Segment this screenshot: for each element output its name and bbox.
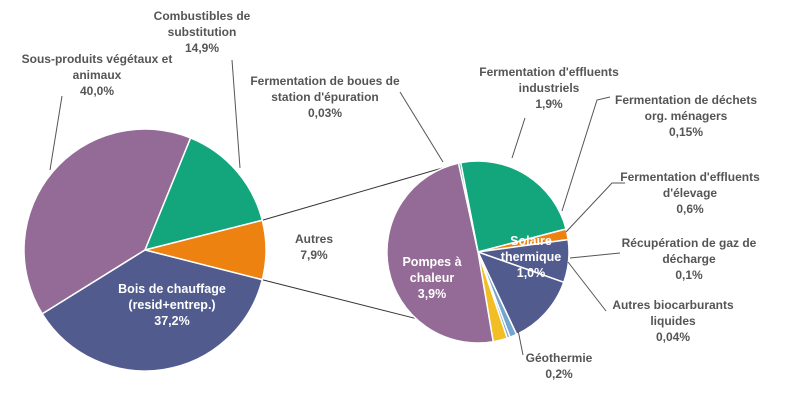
leader-ferm_industriels	[511, 117, 526, 159]
secondary-label-geothermie: Géothermie 0,2%	[526, 351, 593, 381]
connector-top	[262, 162, 461, 221]
leader-ferm_elevage	[565, 182, 625, 233]
data-labels: Sous-produits végétaux et animaux 40,0%Com…	[22, 9, 760, 381]
leader-ferm_boues	[399, 91, 444, 163]
main-slice-bois	[41, 249, 264, 372]
secondary-slice-pompes	[386, 162, 495, 344]
secondary-label-autres_biocarb: Autres biocarburants liquides 0,04%	[612, 298, 734, 344]
secondary-pie	[386, 160, 570, 344]
secondary-label-pompes: Pompes à chaleur 3,9%	[402, 255, 461, 301]
secondary-label-solaire: Solaire thermique 1,0%	[501, 234, 561, 280]
connector-bottom	[262, 279, 417, 320]
main-label-combustibles: Combustibles de substitution 14,9%	[154, 9, 251, 55]
secondary-label-ferm_menagers: Fermentation de déchets org. ménagers 0,15…	[615, 93, 757, 139]
secondary-label-ferm_elevage: Fermentation d'effluents d'élevage 0,6%	[620, 170, 760, 216]
leader-autres_biocarb	[567, 261, 607, 312]
leader-lines	[49, 59, 625, 356]
secondary-label-recup_gaz: Récupération de gaz de décharge 0,1%	[622, 236, 757, 282]
main-label-bois: Bois de chauffage (resid+entrep.) 37,2%	[118, 282, 226, 328]
leader-sous_produits	[49, 95, 63, 171]
leader-combustibles	[231, 59, 241, 169]
secondary-label-ferm_boues: Fermentation de boues de station d'épurat…	[250, 74, 400, 120]
main-label-autres: Autres 7,9%	[295, 232, 333, 262]
secondary-slice-ferm_industriels	[459, 160, 567, 253]
main-label-sous_produits: Sous-produits végétaux et animaux 40,0%	[22, 52, 173, 98]
main-slice-sous_produits	[23, 128, 192, 315]
pie-connectors	[262, 162, 461, 320]
secondary-label-ferm_industriels: Fermentation d'effluents industriels 1,9%	[479, 65, 619, 111]
leader-geothermie	[517, 329, 524, 356]
leader-recup_gaz	[569, 252, 621, 259]
secondary-slice-ferm_boues	[457, 161, 479, 253]
main-slice-combustibles	[143, 136, 264, 252]
main-pie	[23, 128, 267, 372]
leader-ferm_menagers	[561, 96, 611, 212]
